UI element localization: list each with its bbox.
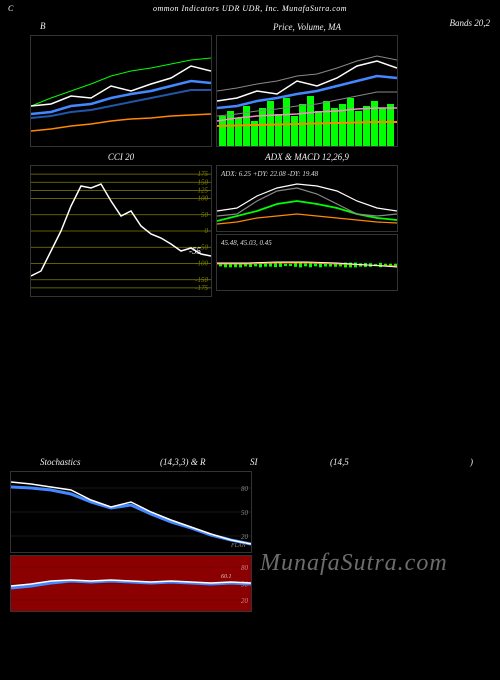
svg-text:175: 175 [198,170,209,178]
rsi-chart-svg: 80502060.1 [11,556,251,611]
adx-chart-svg: ADX: 6.25 +DY: 22.08 -DY: 19.48 [217,166,397,231]
svg-text:125: 125 [198,186,209,194]
cci-chart: CCI 20 175150125100500-50-100-150-175-55 [30,165,212,297]
svg-text:0: 0 [205,227,209,235]
label-b: B [40,21,46,31]
svg-text:50: 50 [201,211,209,219]
svg-text:-175: -175 [195,284,208,292]
stoch-paren: ) [470,457,473,467]
price-chart-1-svg [31,36,211,146]
price-title: Price, Volume, MA [273,22,341,32]
svg-text:FLAN: FLAN [230,543,247,549]
stoch-chart: 80 50 20 FLAN [10,471,252,553]
svg-text:60.1: 60.1 [221,574,232,580]
svg-text:20: 20 [241,533,249,541]
svg-text:80: 80 [241,485,249,493]
price-chart-2-svg [217,36,397,146]
svg-text:150: 150 [198,178,209,186]
header-center: ommon Indicators UDR UDR, Inc. MunafaSut… [153,4,347,13]
stoch-params2: (14,5 [330,457,349,467]
cci-chart-svg: 175150125100500-50-100-150-175-55 [31,166,211,296]
svg-text:-55: -55 [189,246,201,256]
header-left: C [8,4,14,13]
stoch-chart-svg: 80 50 20 FLAN [11,472,251,552]
page-header: C ommon Indicators UDR UDR, Inc. MunafaS… [0,0,500,17]
price-chart-2: Price, Volume, MA [216,35,398,147]
rsi-chart: 80502060.1 [10,555,252,612]
stoch-label: Stochastics [40,457,81,467]
label-bands: Bands 20,2 [450,18,491,28]
stoch-params1: (14,3,3) & R [160,457,206,467]
si-label: SI [250,457,258,467]
svg-text:80: 80 [241,564,249,572]
svg-text:50: 50 [241,509,249,517]
cci-title: CCI 20 [108,152,134,162]
adx-chart: ADX & MACD 12,26,9 ADX: 6.25 +DY: 22.08 … [216,165,398,232]
svg-text:20: 20 [241,597,249,605]
svg-text:ADX: 6.25 +DY: 22.08 -DY: 19.4: ADX: 6.25 +DY: 22.08 -DY: 19.48 [220,170,319,178]
adx-title: ADX & MACD 12,26,9 [265,152,349,162]
macd-chart-svg: 45.48, 45.03, 0.45 [217,235,397,290]
watermark: MunafaSutra.com [260,550,448,577]
svg-text:100: 100 [198,195,209,203]
price-chart-1 [30,35,212,147]
svg-text:-150: -150 [195,276,208,284]
svg-text:-100: -100 [195,260,208,268]
svg-text:45.48, 45.03, 0.45: 45.48, 45.03, 0.45 [221,239,272,247]
macd-chart: 45.48, 45.03, 0.45 [216,234,398,291]
